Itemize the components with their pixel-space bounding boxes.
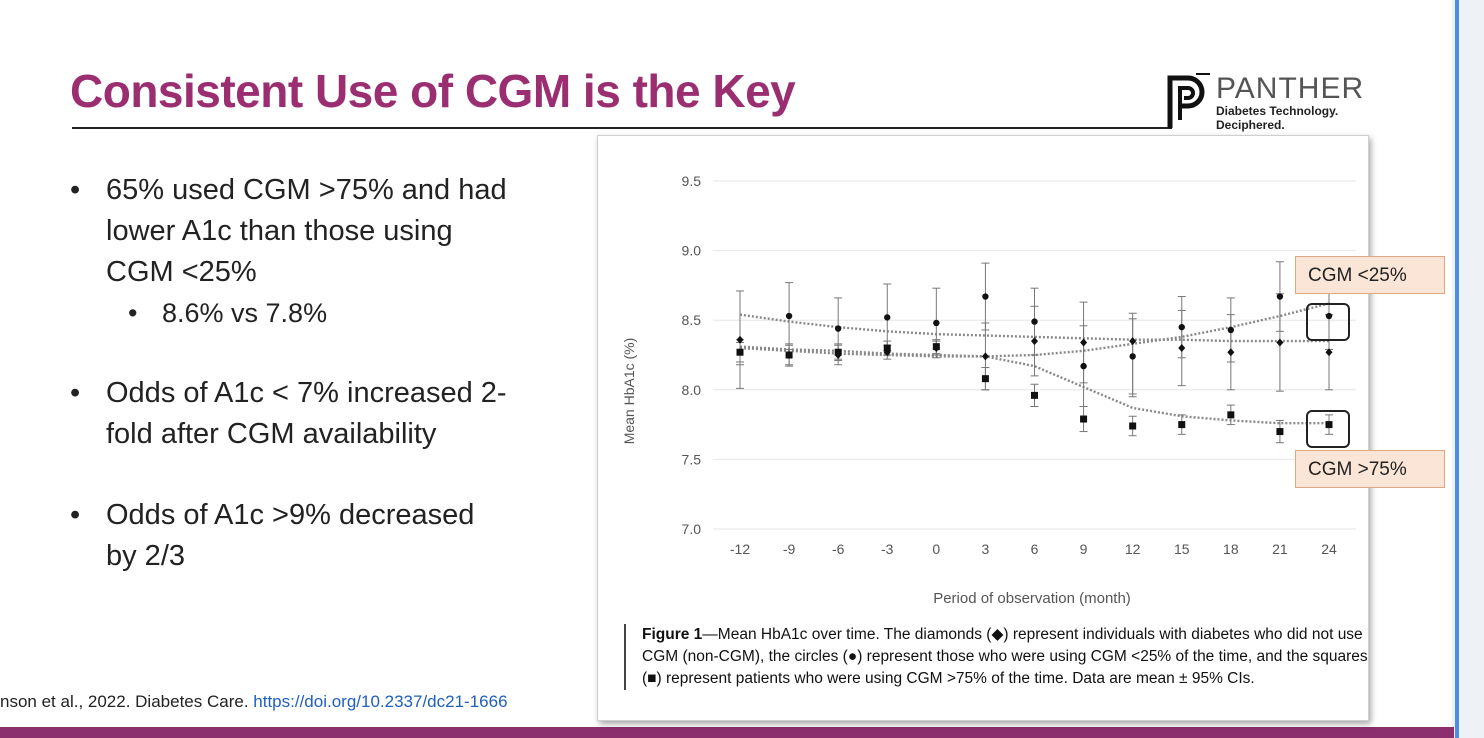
y-tick-label: 7.0	[682, 521, 702, 537]
callout-cgm-low: CGM <25%	[1295, 256, 1445, 294]
marker-layer	[736, 293, 1333, 436]
panther-logo-icon	[1167, 73, 1210, 128]
y-tick-label: 9.0	[682, 243, 702, 259]
x-tick-label: 21	[1272, 541, 1288, 557]
citation-text: nson et al., 2022. Diabetes Care.	[0, 692, 249, 711]
data-point-cgm-75	[1325, 421, 1333, 429]
data-point-cgm-25	[1178, 323, 1185, 331]
x-tick-label: 3	[982, 541, 990, 557]
data-point-non-cgm	[981, 352, 989, 361]
data-point-cgm-75	[981, 375, 989, 383]
x-tick-label: -6	[832, 541, 845, 557]
x-tick-label: -3	[881, 541, 894, 557]
right-rail-accent	[1455, 0, 1459, 738]
y-tick-label: 8.0	[682, 382, 702, 398]
data-point-cgm-75	[785, 351, 793, 359]
logo-tagline-2: Deciphered.	[1216, 118, 1285, 132]
slide-title: Consistent Use of CGM is the Key	[70, 65, 796, 117]
bullet-3-line-1: Odds of A1c >9% decreased	[106, 499, 475, 531]
bullet-2-line-2: fold after CGM availability	[106, 418, 437, 450]
highlight-box-high-use	[1306, 410, 1350, 448]
data-point-cgm-25	[1031, 318, 1038, 325]
data-point-cgm-25	[1276, 293, 1284, 300]
x-tick-label: -9	[783, 541, 796, 557]
bullet-1-sub: • 8.6% vs 7.8%	[70, 293, 590, 333]
data-point-cgm-75	[834, 348, 842, 356]
highlight-box-low-use	[1306, 303, 1350, 341]
bullet-3-line-2: by 2/3	[106, 540, 185, 572]
x-tick-label: 24	[1321, 541, 1337, 557]
bullet-1-sub-text: 8.6% vs 7.8%	[162, 298, 328, 328]
bullet-3: • Odds of A1c >9% decreased by 2/3	[70, 495, 590, 577]
data-point-cgm-25	[933, 319, 940, 327]
figure-panel: 7.0 7.5 8.0 8.5 9.0 9.5 -12 -9 -6 -3 0 3 6 9 12 15 18 21 2…	[597, 135, 1369, 721]
citation: nson et al., 2022. Diabetes Care. https:…	[0, 692, 508, 712]
data-point-cgm-75	[1129, 422, 1137, 430]
data-point-non-cgm	[1227, 348, 1235, 357]
data-point-cgm-25	[1325, 312, 1333, 320]
data-point-cgm-25	[1227, 326, 1235, 334]
y-tick-label: 8.5	[682, 312, 702, 328]
bullet-1-line-1: 65% used CGM >75% and had	[106, 174, 507, 206]
x-tick-label: 9	[1080, 541, 1088, 557]
data-point-cgm-25	[884, 314, 891, 321]
logo-tagline: Diabetes Technology. Deciphered.	[1216, 104, 1338, 132]
data-point-non-cgm	[1178, 344, 1186, 353]
bottom-band	[0, 727, 1454, 738]
bullet-1: • 65% used CGM >75% and had lower A1c th…	[70, 170, 590, 293]
data-point-non-cgm	[1129, 337, 1137, 346]
data-point-cgm-75	[1276, 428, 1284, 436]
data-point-cgm-75	[736, 348, 744, 356]
x-tick-label: 15	[1174, 541, 1190, 557]
bullet-2-line-1: Odds of A1c < 7% increased 2-	[106, 377, 507, 409]
data-point-cgm-25	[785, 312, 793, 320]
figure-caption: Figure 1—Mean HbA1c over time. The diamo…	[624, 624, 1380, 690]
x-tick-label: -12	[730, 541, 750, 557]
y-tick-label: 7.5	[682, 451, 702, 467]
logo-name: PANTHER	[1216, 72, 1365, 105]
y-axis-label: Mean HbA1c (%)	[621, 338, 637, 445]
hba1c-chart: 7.0 7.5 8.0 8.5 9.0 9.5 -12 -9 -6 -3 0 3 6 9 12 15 18 21 2…	[621, 173, 1356, 607]
data-point-non-cgm	[1031, 337, 1038, 346]
bullet-dot: •	[70, 499, 81, 531]
data-point-non-cgm	[1276, 338, 1284, 347]
data-point-non-cgm	[1080, 338, 1088, 347]
data-point-cgm-75	[1080, 415, 1088, 423]
logo-tagline-1: Diabetes Technology.	[1216, 104, 1339, 118]
panther-logo: PANTHER Diabetes Technology. Deciphered.	[1166, 72, 1366, 134]
callout-cgm-high: CGM >75%	[1295, 450, 1445, 488]
data-point-cgm-25	[1129, 353, 1136, 360]
bullet-1-line-3: CGM <25%	[106, 256, 257, 288]
bullet-1-line-2: lower A1c than those using	[106, 215, 453, 247]
x-tick-label: 6	[1031, 541, 1039, 557]
x-tick-label: 18	[1223, 541, 1239, 557]
data-point-cgm-75	[1227, 411, 1235, 419]
citation-link[interactable]: https://doi.org/10.2337/dc21-1666	[253, 692, 508, 711]
data-point-cgm-25	[982, 293, 989, 300]
tick-label-layer: 7.0 7.5 8.0 8.5 9.0 9.5 -12 -9 -6 -3 0 3 6 9 12 15 18 21 2…	[682, 173, 1337, 557]
data-point-cgm-75	[1031, 391, 1038, 399]
data-point-non-cgm	[736, 335, 744, 344]
data-point-cgm-75	[932, 343, 940, 351]
caption-text: —Mean HbA1c over time. The diamonds (◆) …	[642, 626, 1368, 687]
sub-bullet-dot: •	[128, 298, 138, 328]
bullet-dot: •	[70, 174, 81, 206]
caption-label: Figure 1	[642, 626, 703, 643]
x-tick-label: 0	[932, 541, 940, 557]
bullet-2: • Odds of A1c < 7% increased 2- fold aft…	[70, 373, 590, 455]
y-tick-label: 9.5	[682, 173, 702, 189]
data-point-non-cgm	[1325, 348, 1333, 357]
bullet-dot: •	[70, 377, 81, 409]
bullet-list: • 65% used CGM >75% and had lower A1c th…	[70, 170, 590, 577]
title-rule	[72, 127, 1172, 129]
data-point-cgm-75	[883, 344, 891, 352]
data-point-cgm-25	[1080, 362, 1087, 370]
data-point-cgm-25	[834, 325, 842, 332]
data-point-cgm-75	[1178, 421, 1186, 429]
x-axis-label: Period of observation (month)	[933, 590, 1131, 607]
x-tick-label: 12	[1125, 541, 1141, 557]
